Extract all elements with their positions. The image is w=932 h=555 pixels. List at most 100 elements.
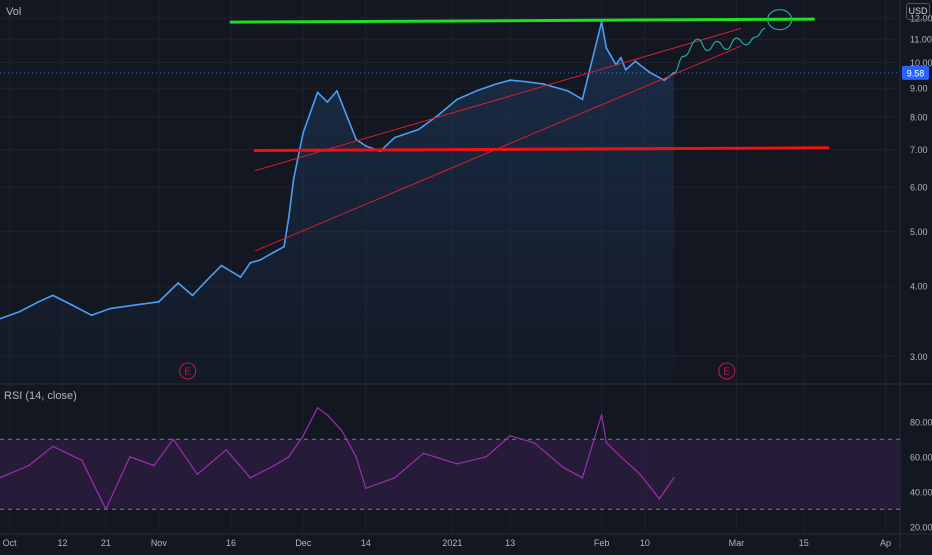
price-point <box>18 310 21 313</box>
price-point <box>437 114 439 117</box>
price-point <box>133 304 136 306</box>
price-point <box>494 83 497 85</box>
price-tick-label: 6.00 <box>910 183 928 193</box>
rsi-point <box>0 477 1 479</box>
price-point <box>316 91 319 94</box>
price-point <box>624 69 627 71</box>
rsi-point <box>620 456 622 458</box>
price-tick-label: 3.00 <box>910 352 928 362</box>
rsi-point <box>316 407 319 409</box>
earnings-marker-label: E <box>184 367 191 378</box>
time-tick-label: Oct <box>3 538 18 548</box>
rsi-point <box>225 449 227 451</box>
price-point <box>393 136 396 139</box>
price-point <box>509 79 512 82</box>
axes: 12.00 11.00 10.00 9.00 8.00 7.00 6.00 5.00 4.00 3… <box>3 13 932 548</box>
last-price-badge-text: 9.58 <box>907 68 925 78</box>
price-area <box>0 22 674 382</box>
rsi-point <box>129 456 131 458</box>
price-line <box>0 21 675 320</box>
price-point <box>52 294 54 297</box>
rsi-point <box>533 442 535 444</box>
price-point <box>259 259 261 261</box>
price-point <box>177 282 180 284</box>
rsi-point <box>288 456 290 458</box>
price-point <box>355 138 357 141</box>
price-point <box>287 216 290 219</box>
price-tick-label: 11.00 <box>910 35 932 45</box>
price-point <box>620 56 622 59</box>
price-point <box>239 276 242 278</box>
support-line <box>253 146 830 153</box>
price-point <box>71 304 74 306</box>
time-tick-label: Nov <box>151 538 168 548</box>
time-tick-label: Dec <box>295 538 312 548</box>
time-tick-label: 12 <box>58 538 68 548</box>
price-point <box>581 98 584 101</box>
rsi-point <box>393 477 396 479</box>
price-point <box>364 145 367 147</box>
rsi-point <box>105 508 107 511</box>
rsi-point <box>52 445 54 448</box>
rsi-point <box>509 435 512 437</box>
price-point <box>157 300 160 303</box>
time-tick-label: 14 <box>361 538 371 548</box>
resistance-line <box>229 17 815 24</box>
rsi-point <box>581 477 584 479</box>
price-tick-label: 10.00 <box>910 58 932 68</box>
time-tick-label: 15 <box>799 538 809 548</box>
price-tick-label: 7.00 <box>910 145 928 155</box>
earnings-marker-label: E <box>723 367 730 378</box>
last-price-badge-box <box>902 65 929 80</box>
price-point <box>610 55 613 58</box>
rsi-point <box>340 429 343 432</box>
projection-path <box>673 27 766 74</box>
price-point <box>206 279 208 281</box>
price-point <box>336 90 338 92</box>
rsi-point <box>673 477 675 479</box>
price-point <box>273 251 276 253</box>
rsi-point <box>600 414 603 416</box>
rsi-point <box>355 456 357 458</box>
price-point <box>90 314 93 317</box>
rsi-overbought-oversold-band <box>0 439 900 510</box>
price-tick-label: 4.00 <box>910 282 928 292</box>
price-point <box>567 90 569 92</box>
rsi-point <box>302 435 305 437</box>
price-point <box>191 294 194 297</box>
rsi-point <box>81 459 83 462</box>
price-point <box>292 178 295 181</box>
time-tick-label: 2021 <box>442 538 462 548</box>
price-point <box>109 307 112 310</box>
channel-lower-line <box>254 45 742 252</box>
rsi-point <box>273 464 276 467</box>
rsi-band-background <box>0 438 900 510</box>
price-point <box>37 300 40 303</box>
time-tick-label: 10 <box>640 538 650 548</box>
last-price-badge: 9.58 <box>902 65 929 80</box>
price-point <box>417 128 420 131</box>
earnings-marker-circle <box>718 362 736 380</box>
time-tick-label: Feb <box>594 538 610 548</box>
rsi-point <box>658 498 661 500</box>
rsi-tick-label: 40.00 <box>910 487 932 497</box>
target-circle <box>767 9 793 31</box>
price-point <box>220 264 223 267</box>
price-point <box>543 83 545 85</box>
rsi-point <box>605 442 608 444</box>
price-point <box>663 79 666 82</box>
rsi-point <box>456 463 459 465</box>
currency-badge[interactable]: USD <box>906 3 930 20</box>
rsi-point <box>365 487 367 490</box>
rsi-point <box>249 477 252 479</box>
channel-upper-line <box>254 27 742 172</box>
rsi-point <box>485 456 487 458</box>
price-point <box>283 245 285 248</box>
time-tick-label: 13 <box>505 538 515 548</box>
price-tick-label: 9.00 <box>910 84 928 94</box>
price-point <box>249 261 252 264</box>
time-tick-label: Mar <box>729 538 745 548</box>
